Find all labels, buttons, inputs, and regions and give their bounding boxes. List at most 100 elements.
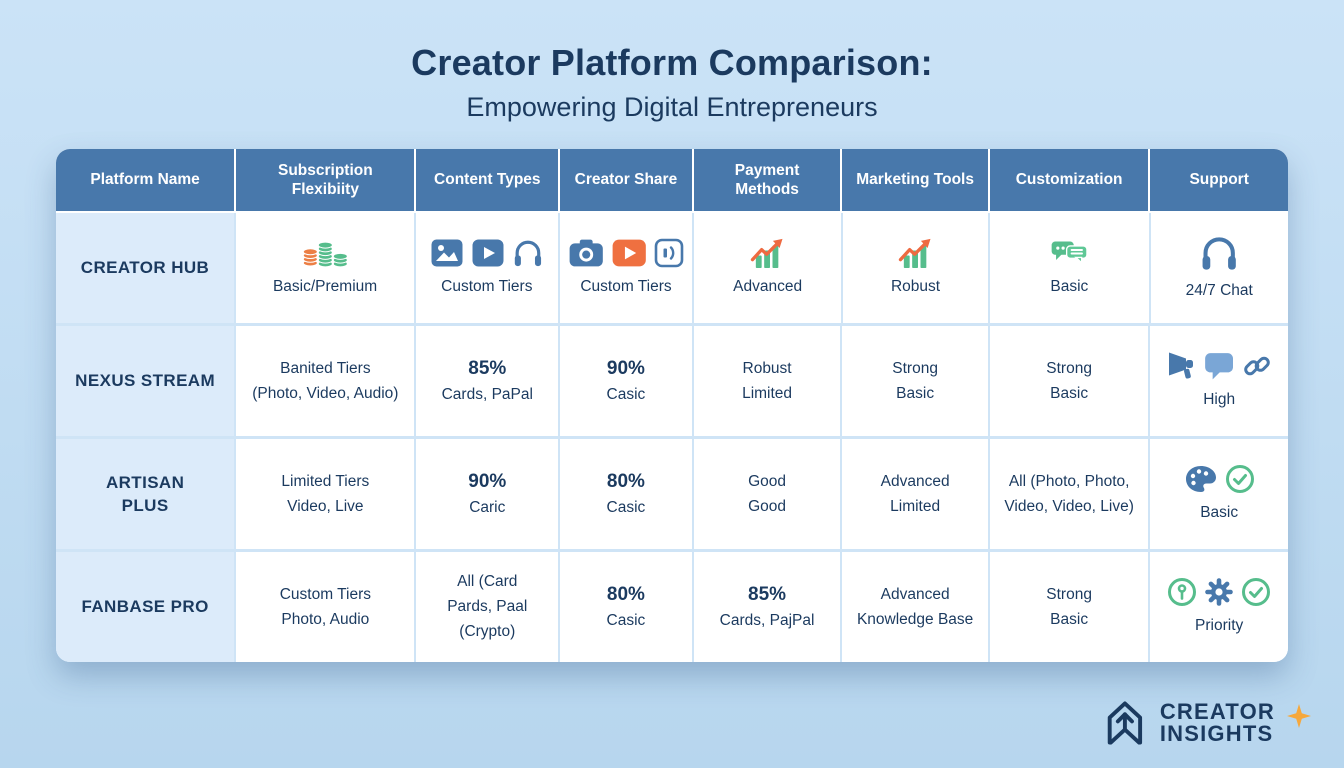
cell-icons <box>1049 238 1090 268</box>
growth-chart-icon <box>750 238 785 269</box>
cell-text-line: All (Photo, Photo, <box>1008 472 1130 490</box>
play-button-icon <box>611 238 647 268</box>
cell-text-line: Custom Tiers <box>441 278 533 296</box>
cell-text-line: High <box>1203 391 1236 409</box>
table-body: CREATOR HUB Basic/Premium Custom Tiers Cust… <box>56 213 1288 662</box>
cell-text-line: Banited Tiers <box>280 359 371 377</box>
headphones-icon <box>512 238 544 268</box>
cell-text-line: Strong <box>1046 359 1092 377</box>
cell-text-line: Basic <box>1050 384 1089 402</box>
cell-text-line: Advanced <box>733 278 803 296</box>
table-row-fanbase-pro: FANBASE PRO Custom Tiers Photo, Audio All (… <box>56 552 1288 662</box>
audio-card-icon <box>654 238 684 268</box>
platform-name-nexus-stream: NEXUS STREAM <box>56 326 235 436</box>
cell-text-line: Good <box>748 497 787 515</box>
cell-nexus-stream-creator-share: 90% Casic <box>560 326 692 436</box>
cell-text-line: Knowledge Base <box>856 610 974 628</box>
table-header-row: Platform Name Subscription Flexibiity Cont… <box>56 149 1288 211</box>
brand-logo-house-arrow-icon <box>1101 698 1149 748</box>
brand-name: CREATOR INSIGHTS <box>1159 698 1275 746</box>
cell-artisan-plus-support: Basic <box>1150 439 1288 549</box>
cell-icons <box>1167 577 1271 607</box>
brand-name-line2: INSIGHTS <box>1159 721 1274 746</box>
cell-text-line: Video, Video, Live) <box>1004 497 1134 515</box>
cell-text-line: 90% <box>468 470 507 492</box>
cell-text-line: Custom Tiers <box>279 585 372 603</box>
column-header-marketing-tools: Marketing Tools <box>842 149 988 211</box>
camera-icon <box>568 238 604 268</box>
cell-text-line: Casic <box>606 498 646 516</box>
page-subtitle: Empowering Digital Entrepreneurs <box>466 92 878 122</box>
cell-icons <box>568 238 685 268</box>
cell-artisan-plus-marketing-tools: Advanced Limited <box>842 439 988 549</box>
cell-text-line: 24/7 Chat <box>1185 282 1253 300</box>
column-header-customization: Customization <box>989 149 1149 211</box>
footer-brand: CREATOR INSIGHTS <box>1101 698 1312 748</box>
headphones-icon <box>1199 234 1239 272</box>
cell-artisan-plus-content-types: 90% Caric <box>416 439 559 549</box>
cell-text-line: Pards, Paal <box>447 598 528 616</box>
cell-text-line: Basic <box>896 384 935 402</box>
cell-text-line: Casic <box>606 385 646 403</box>
cell-nexus-stream-payment-methods: Robust Limited <box>693 326 841 436</box>
cell-text-line: Priority <box>1195 617 1244 635</box>
cell-icons <box>898 238 933 269</box>
check-circle-icon <box>1241 577 1271 607</box>
cell-artisan-plus-customization: All (Photo, Photo, Video, Video, Live) <box>989 439 1149 549</box>
cell-icons <box>1166 351 1272 381</box>
cell-text-line: Basic <box>1200 504 1239 522</box>
cell-text-line: Basic <box>1050 610 1089 628</box>
palette-icon <box>1184 464 1218 494</box>
cell-text-line: (Crypto) <box>459 622 516 640</box>
cell-text-line: Custom Tiers <box>580 278 672 296</box>
cell-creator-hub-content-types: Custom Tiers <box>416 213 558 323</box>
gear-icon <box>1204 577 1234 607</box>
platform-name-line: NEXUS STREAM <box>75 371 216 390</box>
cell-text-line: Advanced <box>880 472 950 490</box>
video-play-icon <box>471 238 505 268</box>
brand-name-line1: CREATOR <box>1159 698 1275 724</box>
check-circle-icon <box>1225 464 1255 494</box>
cell-icons <box>750 238 785 269</box>
title-block: Creator Platform Comparison: Empowering … <box>0 0 1344 123</box>
platform-name-creator-hub: CREATOR HUB <box>56 213 235 323</box>
column-header-subscription-flexibiity: Subscription Flexibiity <box>236 149 415 211</box>
platform-name-artisan-plus: ARTISAN PLUS <box>56 439 235 549</box>
cell-text-line: Strong <box>1046 585 1092 603</box>
table-row-artisan-plus: ARTISAN PLUS Limited Tiers Video, Live 90% Ca… <box>56 439 1288 549</box>
cell-text-line: Limited <box>742 384 793 402</box>
platform-name-line: FANBASE PRO <box>81 597 209 616</box>
cell-text-line: Good <box>748 472 787 490</box>
cell-text-line: Robust <box>742 359 792 377</box>
column-header-payment-methods: Payment Methods <box>693 149 841 211</box>
comparison-table: Platform Name Subscription Flexibiity Cont… <box>56 149 1288 662</box>
cell-creator-hub-payment-methods: Advanced <box>694 213 841 323</box>
platform-name-fanbase-pro: FANBASE PRO <box>56 552 235 662</box>
chat-bubbles-icon <box>1049 238 1090 268</box>
growth-chart-icon <box>898 238 933 269</box>
cell-text-line: Limited Tiers <box>281 472 370 490</box>
cell-text-line: Robust <box>890 278 941 296</box>
cell-text-line: Advanced <box>880 585 950 603</box>
cell-text-line: (Photo, Video, Audio) <box>252 384 399 402</box>
cell-text-line: Cards, PajPal <box>719 611 815 629</box>
cell-fanbase-pro-customization: Strong Basic <box>989 552 1149 662</box>
cell-nexus-stream-support: High <box>1150 326 1288 436</box>
cell-text-line: Cards, PaPal <box>441 385 533 403</box>
cell-text-line: 80% <box>606 470 645 492</box>
cell-artisan-plus-subscription-flexibiity: Limited Tiers Video, Live <box>236 439 415 549</box>
sparkle-icon <box>1286 704 1312 729</box>
cell-creator-hub-support: 24/7 Chat <box>1150 213 1288 323</box>
cell-fanbase-pro-marketing-tools: Advanced Knowledge Base <box>842 552 988 662</box>
cell-creator-hub-creator-share: Custom Tiers <box>559 213 693 323</box>
cell-text-line: Caric <box>469 498 506 516</box>
platform-name-line: CREATOR HUB <box>80 258 210 277</box>
cell-fanbase-pro-subscription-flexibiity: Custom Tiers Photo, Audio <box>236 552 415 662</box>
image-icon <box>430 238 464 268</box>
cell-text-line: 90% <box>606 357 645 379</box>
cell-icons <box>1184 464 1255 494</box>
column-header-support: Support <box>1150 149 1288 211</box>
cell-text-line: Casic <box>606 611 646 629</box>
cell-text-line: Limited <box>890 497 941 515</box>
cell-nexus-stream-marketing-tools: Strong Basic <box>842 326 988 436</box>
